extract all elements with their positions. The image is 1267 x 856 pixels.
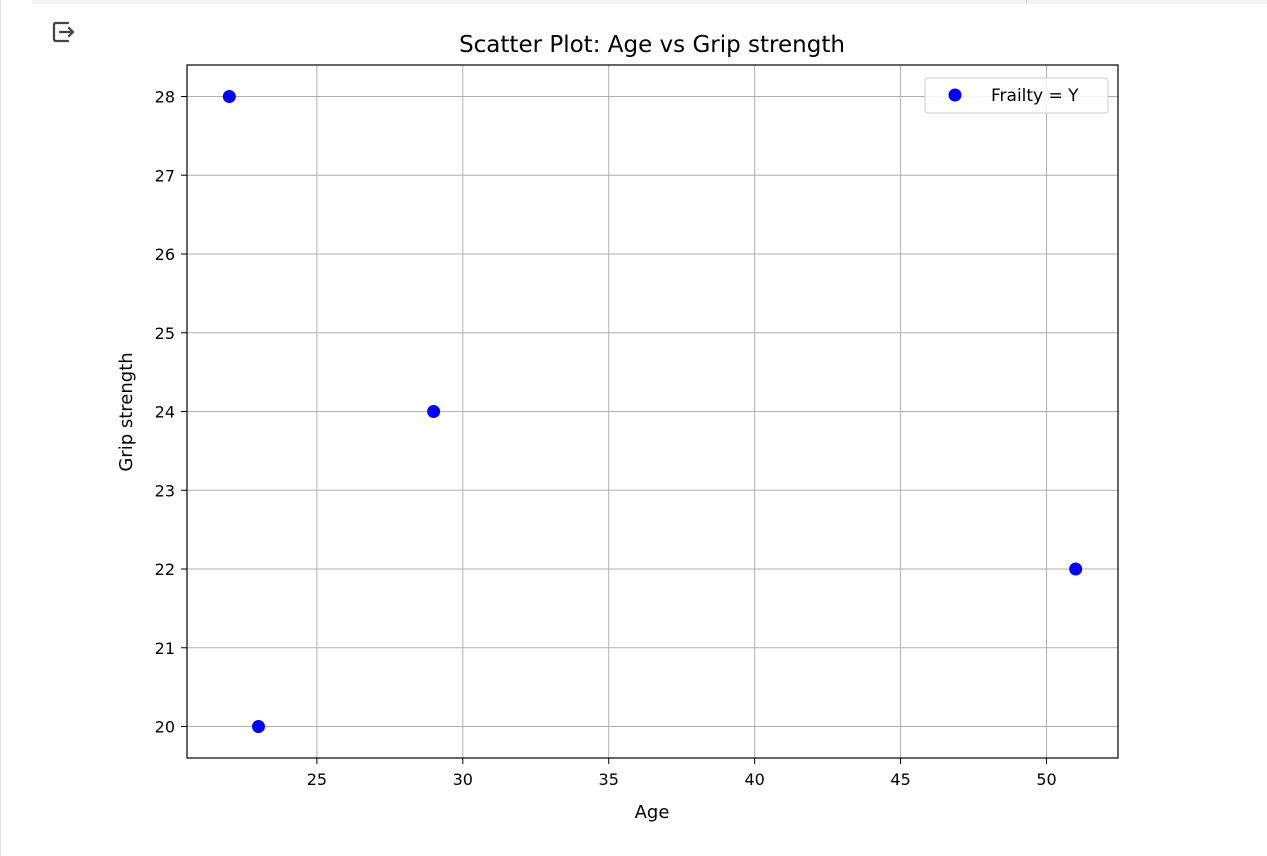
cell-top-divider [1026,0,1027,4]
points-layer [222,90,1083,733]
x-tick-label: 30 [453,770,473,789]
cell-top-strip [32,0,1267,4]
y-axis-label: Grip strength [116,352,137,471]
output-exit-icon-glyph [52,21,75,43]
plot-frame [186,64,1119,759]
y-tick-label: 24 [155,403,175,422]
x-axis-label: Age [635,802,670,823]
data-point [427,405,441,418]
y-tick-label: 26 [155,245,175,264]
grid-layer [187,65,1118,758]
x-tick-label: 40 [744,770,764,789]
cell-left-border [0,0,1,856]
data-point [222,90,236,103]
data-point [1069,562,1083,576]
chart-legend: Frailty = Y [924,77,1109,114]
y-tick-label: 27 [155,166,175,185]
tick-layer: 25 30 35 40 45 50 20 21 22 23 24 25 26 27 28 [155,88,1057,790]
legend-label: Frailty = Y [991,86,1079,106]
data-point [252,720,266,733]
y-tick-label: 22 [155,560,175,579]
chart-title: Scatter Plot: Age vs Grip strength [459,32,845,58]
y-tick-label: 20 [155,718,175,737]
legend-marker [948,88,962,102]
x-tick-label: 25 [307,770,327,789]
y-tick-label: 23 [155,481,175,500]
y-tick-label: 28 [155,88,175,107]
y-tick-label: 25 [155,324,175,343]
x-tick-label: 45 [890,770,910,789]
x-tick-label: 35 [599,770,619,789]
x-tick-label: 50 [1036,770,1056,789]
y-tick-label: 21 [155,639,175,658]
output-exit-icon[interactable] [49,17,79,47]
legend-box [924,77,1109,114]
